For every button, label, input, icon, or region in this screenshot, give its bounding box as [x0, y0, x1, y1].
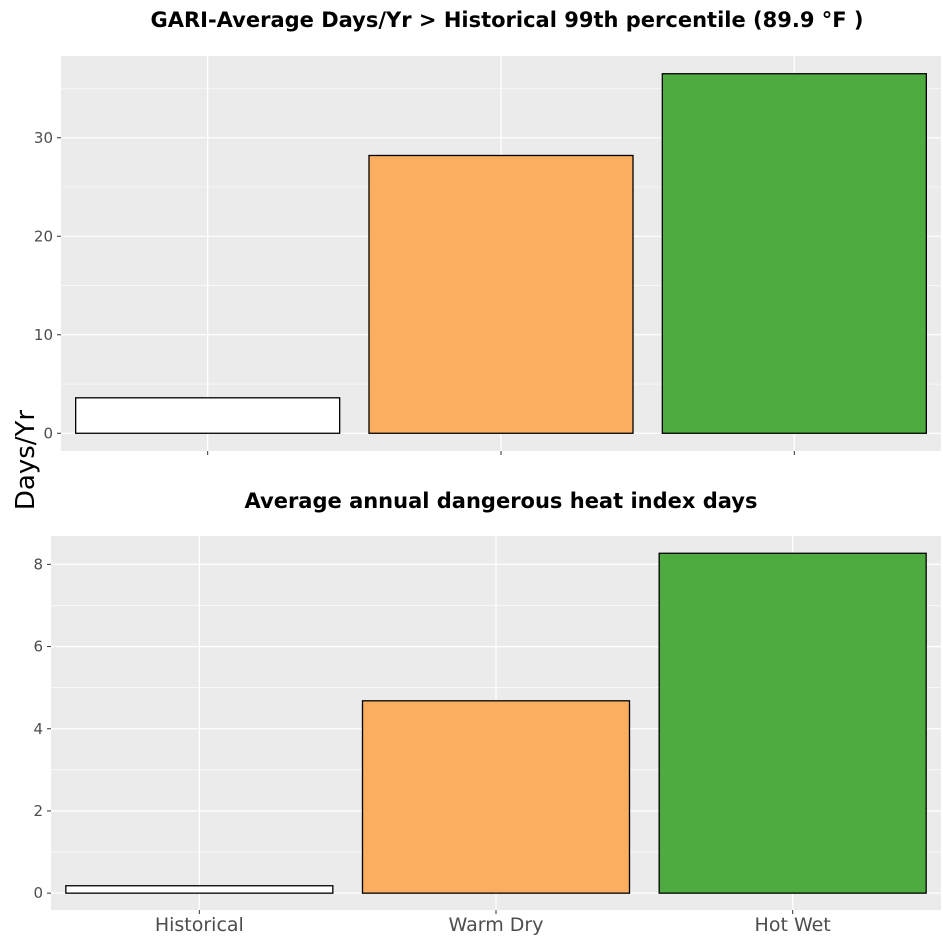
bottom-bar-warm-dry — [361, 700, 631, 894]
top-y-tick-label: 30 — [34, 129, 53, 147]
bottom-y-tick-label: 6 — [33, 638, 43, 656]
top-y-tick-label: 10 — [34, 326, 53, 344]
top-bar-historical — [75, 397, 341, 434]
bottom-panel: 0 2 4 6 8 Historical Warm Dry Hot Wet — [33, 536, 941, 936]
bottom-y-tick-label: 2 — [33, 802, 43, 820]
bottom-x-tick-label: Hot Wet — [755, 914, 831, 936]
bottom-bar-historical — [65, 885, 334, 894]
bottom-y-tick-label: 4 — [33, 720, 43, 738]
top-panel: 0 10 20 30 — [34, 56, 941, 455]
bottom-x-tick-label: Historical — [155, 914, 244, 936]
bottom-chart-title: Average annual dangerous heat index days — [245, 489, 758, 513]
bottom-y-tick-label: 8 — [33, 555, 43, 573]
top-y-tick-label: 0 — [43, 424, 53, 442]
top-chart-title: GARI-Average Days/Yr > Historical 99th p… — [150, 8, 863, 32]
chart-panels: 0 10 20 30 0 2 4 6 8 Historical Warm Dry Hot Wet — [33, 56, 941, 936]
top-bar-hot-wet — [661, 73, 927, 434]
top-bar-warm-dry — [368, 154, 634, 434]
bottom-bar-hot-wet — [658, 552, 927, 894]
y-axis-label: Days/Yr — [11, 410, 41, 511]
bottom-x-tick-label: Warm Dry — [449, 914, 544, 936]
top-y-tick-label: 20 — [34, 227, 53, 245]
bottom-y-tick-label: 0 — [33, 884, 43, 902]
